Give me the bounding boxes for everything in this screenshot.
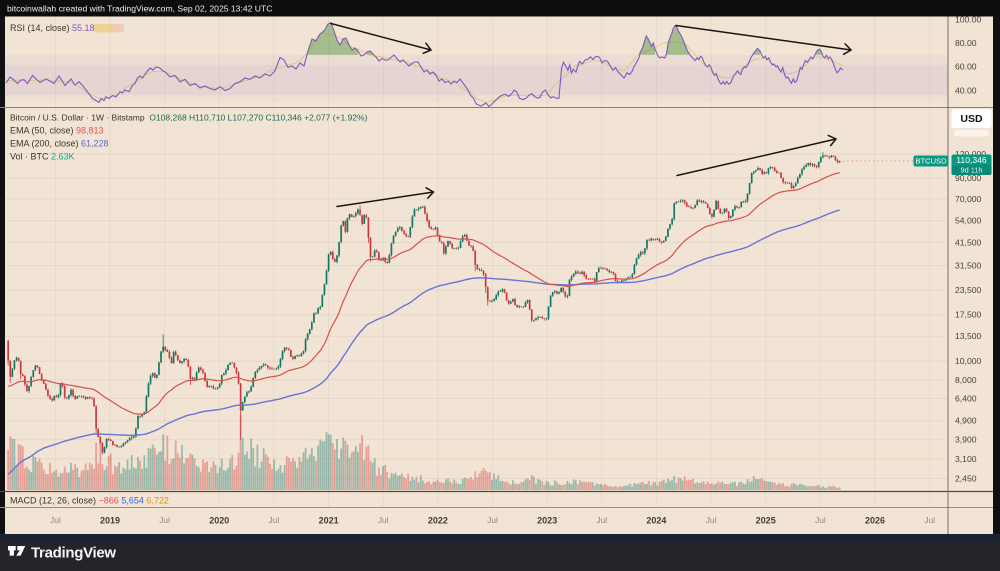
svg-text:70,000: 70,000 — [955, 194, 982, 204]
svg-text:8,000: 8,000 — [955, 375, 977, 385]
svg-text:90,000: 90,000 — [955, 173, 982, 183]
svg-text:9d 11h: 9d 11h — [960, 166, 982, 175]
svg-text:2026: 2026 — [865, 516, 885, 526]
svg-text:6,400: 6,400 — [955, 393, 977, 403]
svg-text:2025: 2025 — [756, 516, 776, 526]
svg-text:40.00: 40.00 — [955, 85, 977, 95]
svg-text:USD: USD — [960, 113, 983, 125]
svg-text:2022: 2022 — [428, 516, 448, 526]
svg-text:bitcoinwallah created with Tra: bitcoinwallah created with TradingView.c… — [7, 4, 272, 14]
svg-text:Jul: Jul — [269, 515, 280, 525]
svg-text:110,346: 110,346 — [956, 155, 987, 165]
svg-text:Jul: Jul — [815, 515, 826, 525]
svg-text:3,100: 3,100 — [955, 454, 977, 464]
svg-text:2024: 2024 — [646, 516, 666, 526]
svg-text:Jul: Jul — [596, 515, 607, 525]
svg-text:Jul: Jul — [50, 515, 61, 525]
svg-text:TradingView: TradingView — [31, 545, 116, 562]
svg-text:Vol · BTC 2.63K: Vol · BTC 2.63K — [10, 152, 75, 162]
svg-text:3,900: 3,900 — [955, 435, 977, 445]
svg-text:54,000: 54,000 — [955, 216, 982, 226]
svg-text:Bitcoin / U.S. Dollar · 1W · B: Bitcoin / U.S. Dollar · 1W · Bitstamp O1… — [10, 113, 368, 123]
svg-text:31,500: 31,500 — [955, 261, 982, 271]
svg-text:2021: 2021 — [319, 516, 339, 526]
svg-text:Jul: Jul — [487, 515, 498, 525]
svg-text:80.00: 80.00 — [955, 38, 977, 48]
svg-text:17,500: 17,500 — [955, 310, 982, 320]
svg-text:13,500: 13,500 — [955, 331, 982, 341]
svg-text:RSI (14, close) 55.18: RSI (14, close) 55.18 — [10, 23, 95, 33]
svg-text:Jul: Jul — [159, 515, 170, 525]
svg-text:EMA (50, close) 98,813: EMA (50, close) 98,813 — [10, 126, 104, 136]
svg-text:10,000: 10,000 — [955, 356, 982, 366]
svg-text:Jul: Jul — [924, 515, 935, 525]
svg-text:4,900: 4,900 — [955, 416, 977, 426]
svg-text:100.00: 100.00 — [955, 15, 982, 25]
svg-text:Jul: Jul — [706, 515, 717, 525]
svg-text:2019: 2019 — [100, 516, 120, 526]
svg-text:2,450: 2,450 — [955, 474, 977, 484]
svg-text:120,000: 120,000 — [955, 149, 986, 159]
svg-text:23,500: 23,500 — [955, 285, 982, 295]
svg-text:2023: 2023 — [537, 516, 557, 526]
svg-text:Jul: Jul — [378, 515, 389, 525]
svg-text:EMA (200, close) 61,228: EMA (200, close) 61,228 — [10, 139, 109, 149]
svg-text:2020: 2020 — [209, 516, 229, 526]
svg-text:BTCUSD: BTCUSD — [915, 157, 947, 166]
svg-text:41,500: 41,500 — [955, 238, 982, 248]
svg-text:60.00: 60.00 — [955, 62, 977, 72]
svg-text:MACD (12, 26, close) −866 5,65: MACD (12, 26, close) −866 5,654 6,722 — [10, 496, 169, 506]
